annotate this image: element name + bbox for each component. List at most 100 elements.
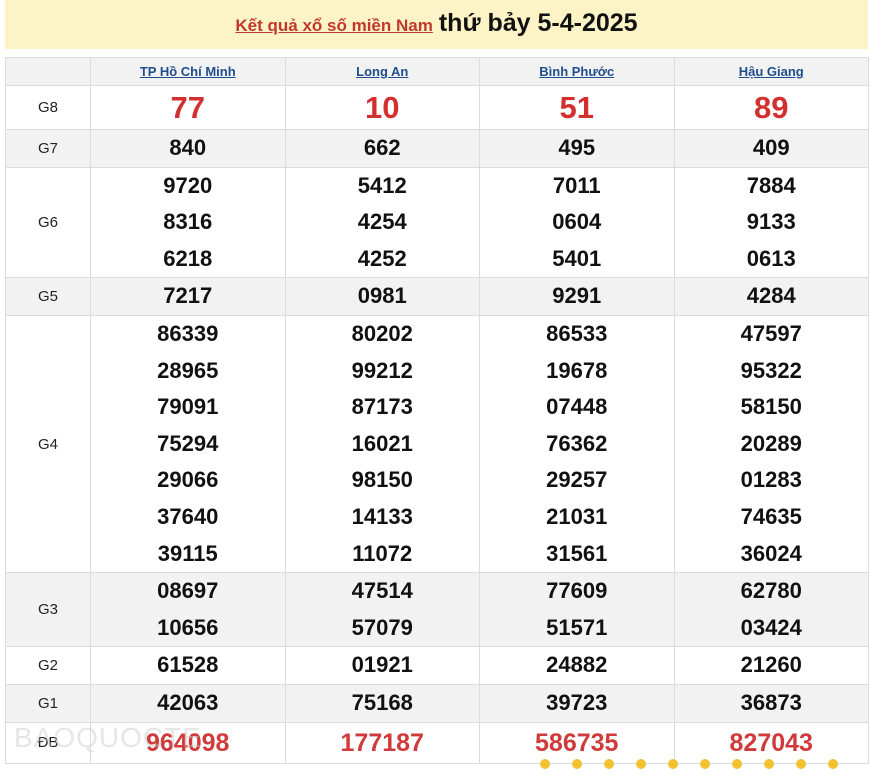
prize-cell: 24882 — [479, 646, 675, 685]
prize-number: 14133 — [351, 503, 413, 529]
province-header: Bình Phước — [479, 57, 675, 86]
prize-row-g6: G6 9720 8316 6218 5412 4254 4252 7011 0604 5401 78… — [5, 166, 869, 279]
prize-row-g8: G8 77 10 51 89 — [5, 85, 869, 130]
pagination-dots — [540, 756, 860, 774]
prize-number: 4254 — [357, 209, 407, 235]
prize-number: 77 — [170, 90, 205, 125]
prize-cell: 840 — [90, 129, 286, 168]
prize-cell: 80202 99212 87173 16021 98150 14133 11072 — [284, 314, 480, 574]
prize-number: 47597 — [740, 320, 802, 346]
prize-number: 495 — [558, 135, 596, 160]
prize-number: 31561 — [546, 540, 608, 566]
prize-number: 0604 — [552, 209, 602, 235]
prize-row-g2: G2 61528 01921 24882 21260 — [5, 646, 869, 685]
prize-number: 19678 — [546, 357, 608, 383]
prize-cell: 4284 — [673, 277, 869, 316]
prize-number: 37640 — [157, 503, 219, 529]
prize-cell: 89 — [673, 85, 869, 130]
prize-label: G6 — [5, 166, 91, 279]
prize-label: G3 — [5, 572, 91, 648]
province-link[interactable]: TP Hồ Chí Minh — [139, 64, 236, 79]
prize-number: 07448 — [546, 394, 608, 420]
prize-number: 10 — [365, 90, 400, 125]
prize-label: G4 — [5, 314, 91, 574]
prize-row-g7: G7 840 662 495 409 — [5, 129, 869, 168]
prize-cell: 77 — [90, 85, 286, 130]
prize-number: 662 — [363, 135, 401, 160]
prize-number: 01921 — [351, 652, 413, 678]
prize-number: 08697 — [157, 578, 219, 604]
prize-label: G2 — [5, 646, 91, 685]
prize-cell: 7011 0604 5401 — [479, 166, 675, 279]
prize-number: 177187 — [340, 728, 424, 757]
prize-number: 51 — [559, 90, 594, 125]
draw-date: thứ bảy 5-4-2025 — [438, 9, 638, 37]
prize-number: 827043 — [729, 728, 813, 757]
prize-cell: 08697 10656 — [90, 572, 286, 648]
prize-row-g5: G5 7217 0981 9291 4284 — [5, 277, 869, 316]
prize-number: 9291 — [552, 283, 602, 309]
prize-row-đb: ĐB 964098 177187 586735 827043 — [5, 721, 869, 764]
prize-number: 964098 — [146, 728, 230, 757]
prize-number: 03424 — [740, 614, 802, 640]
prize-number: 24882 — [546, 652, 608, 678]
prize-number: 80202 — [351, 320, 413, 346]
prize-cell: 62780 03424 — [673, 572, 869, 648]
prize-cell: 42063 — [90, 683, 286, 723]
prize-cell: 39723 — [479, 683, 675, 723]
prize-cell: 86533 19678 07448 76362 29257 21031 31561 — [479, 314, 675, 574]
prize-number: 5412 — [357, 172, 407, 198]
prize-number: 5401 — [552, 245, 602, 271]
prize-number: 11072 — [352, 540, 413, 566]
prize-number: 8316 — [163, 209, 213, 235]
prize-number: 86339 — [157, 320, 219, 346]
region-results-link[interactable]: Kết quả xổ số miền Nam — [235, 16, 433, 35]
prize-cell: 47597 95322 58150 20289 01283 74635 36024 — [673, 314, 869, 574]
prize-number: 95322 — [740, 357, 802, 383]
prize-number: 4252 — [357, 245, 407, 271]
prize-cell: 86339 28965 79091 75294 29066 37640 39115 — [90, 314, 286, 574]
prize-number: 61528 — [157, 652, 219, 678]
prize-cell: 586735 — [479, 721, 675, 764]
prize-number: 0981 — [357, 283, 407, 309]
prize-row-g3: G3 08697 10656 47514 57079 77609 51571 62780 034… — [5, 572, 869, 648]
prize-number: 7217 — [163, 283, 213, 309]
prize-cell: 409 — [673, 129, 869, 168]
prize-number: 7011 — [552, 172, 601, 198]
prize-label: G7 — [5, 129, 91, 168]
prize-label: ĐB — [5, 721, 91, 764]
prize-number: 79091 — [157, 394, 219, 420]
prize-number: 75294 — [157, 430, 219, 456]
prize-cell: 47514 57079 — [284, 572, 480, 648]
prize-cell: 01921 — [284, 646, 480, 685]
prize-cell: 51 — [479, 85, 675, 130]
prize-number: 29257 — [546, 467, 608, 493]
prize-cell: 7884 9133 0613 — [673, 166, 869, 279]
prize-number: 39115 — [157, 540, 218, 566]
prize-number: 586735 — [535, 728, 619, 757]
prize-number: 10656 — [157, 614, 219, 640]
province-header: Long An — [284, 57, 480, 86]
prize-number: 47514 — [351, 578, 413, 604]
province-link[interactable]: Hậu Giang — [738, 64, 804, 79]
prize-number: 76362 — [546, 430, 608, 456]
prize-cell: 177187 — [284, 721, 480, 764]
province-header: TP Hồ Chí Minh — [90, 57, 286, 86]
prize-cell: 662 — [284, 129, 480, 168]
prize-cell: 36873 — [673, 683, 869, 723]
prize-cell: 21260 — [673, 646, 869, 685]
prize-number: 36873 — [740, 689, 802, 715]
prize-label: G8 — [5, 85, 91, 130]
prize-number: 21031 — [546, 503, 608, 529]
province-link[interactable]: Bình Phước — [539, 64, 615, 79]
prize-number: 29066 — [157, 467, 219, 493]
prize-cell: 10 — [284, 85, 480, 130]
prize-number: 7884 — [746, 172, 796, 198]
prize-number: 87173 — [351, 394, 413, 420]
prize-number: 9720 — [163, 172, 213, 198]
results-header: Kết quả xổ số miền Nam thứ bảy 5-4-2025 — [5, 0, 868, 49]
prize-number: 39723 — [546, 689, 608, 715]
province-link[interactable]: Long An — [356, 64, 409, 79]
prize-row-g1: G1 42063 75168 39723 36873 — [5, 683, 869, 723]
prize-number: 20289 — [740, 430, 802, 456]
